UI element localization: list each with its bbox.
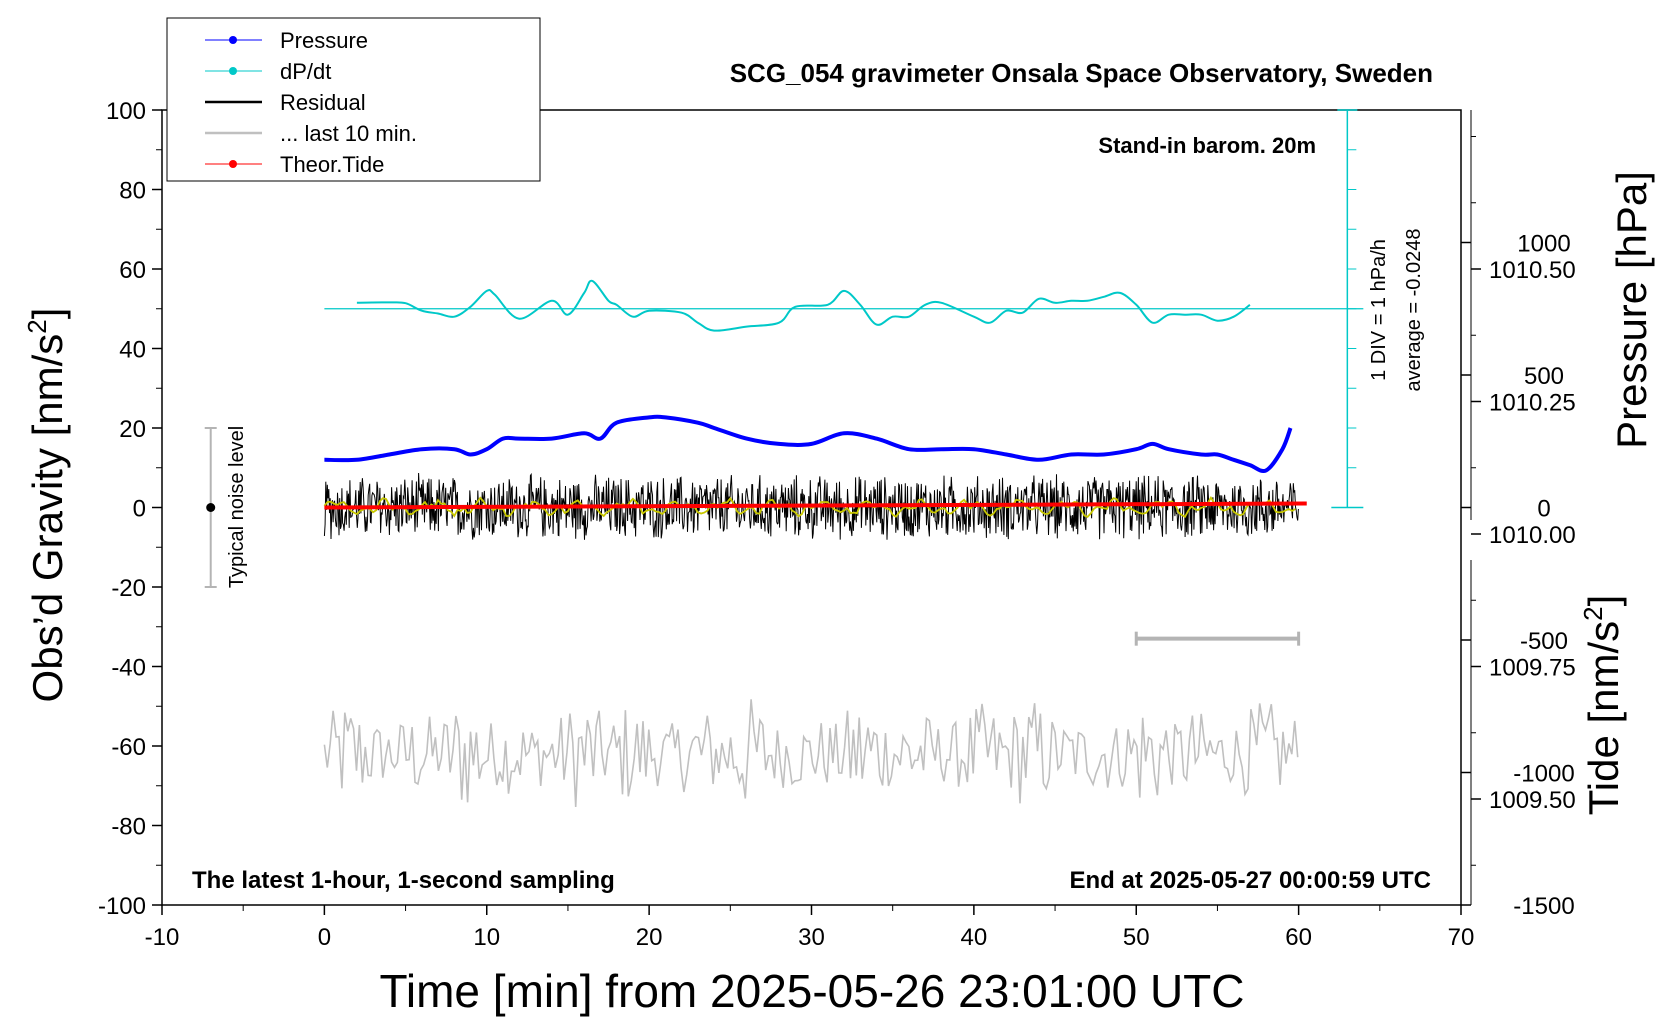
legend-label: Pressure [280, 28, 368, 53]
x-tick-label: 30 [798, 924, 825, 951]
y-tick-label: 0 [133, 496, 146, 523]
legend-marker [229, 160, 237, 168]
y-tick-label: -80 [111, 814, 146, 841]
y-tick-label: -60 [111, 734, 146, 761]
y-axis-label-tide-sup: 2 [1578, 606, 1608, 620]
legend-label: ... last 10 min. [280, 121, 417, 146]
x-tick-label: 70 [1448, 924, 1475, 951]
x-tick-label: 60 [1285, 924, 1312, 951]
tide-tick-label: 1000 [1517, 231, 1570, 258]
x-tick-label: 10 [473, 924, 500, 951]
legend-label: Theor.Tide [280, 152, 384, 177]
y-tick-label: -20 [111, 575, 146, 602]
y-axis-label-left-end: ] [24, 308, 71, 320]
legend-label: Residual [280, 90, 366, 115]
tide-line [324, 501, 1307, 510]
x-tick-label: -10 [145, 924, 180, 951]
last10-line [323, 699, 1299, 808]
tide-tick-label: 500 [1524, 363, 1564, 390]
y-tick-label: -100 [98, 893, 146, 920]
x-axis-label: Time [min] from 2025-05-26 23:01:00 UTC [380, 965, 1245, 1017]
annotation-average: average = -0.0248 [1403, 229, 1425, 392]
tide-tick-label: -1500 [1513, 893, 1574, 920]
pressure-line [324, 414, 1293, 473]
annotation-end-time: End at 2025-05-27 00:00:59 UTC [1070, 867, 1432, 894]
y-axis-label-pressure: Pressure [hPa] [1608, 171, 1655, 449]
y-axis-label-left-sup: 2 [22, 319, 52, 333]
annotation-div-scale: 1 DIV = 1 hPa/h [1368, 239, 1390, 381]
noise-bar-dot [206, 503, 216, 512]
x-tick-label: 20 [636, 924, 663, 951]
legend-marker [229, 36, 237, 44]
chart-title: SCG_054 gravimeter Onsala Space Observat… [730, 58, 1433, 88]
legend-label: dP/dt [280, 59, 331, 84]
axes-layer: -10 0 10 20 30 40 50 60 70-100-80-60-40-20020406… [98, 98, 1576, 951]
x-tick-label: 0 [318, 924, 331, 951]
legend-marker [229, 67, 237, 75]
y-tick-label: 20 [119, 416, 146, 443]
pressure-tick-label: 1010.25 [1489, 390, 1576, 417]
pressure-tick-label: 1009.50 [1489, 787, 1576, 814]
y-axis-label-tide-end: ] [1580, 595, 1627, 607]
tide-tick-label: 0 [1537, 496, 1550, 523]
y-axis-label-left-main: Obs’d Gravity [nm/s [24, 334, 71, 703]
pressure-tick-label: 1010.50 [1489, 257, 1576, 284]
y-tick-label: 80 [119, 178, 146, 205]
y-tick-label: 60 [119, 257, 146, 284]
x-tick-label: 50 [1123, 924, 1150, 951]
y-axis-label-left: Obs’d Gravity [nm/s2] [22, 308, 71, 703]
legend-entries: Pressure dP/dt Residual ... last 10 min. The… [205, 28, 417, 177]
y-axis-label-tide: Tide [nm/s2] [1578, 595, 1627, 816]
pressure-tick-label: 1009.75 [1489, 655, 1576, 682]
legend: Pressure dP/dt Residual ... last 10 min. The… [166, 17, 541, 182]
annotation-latest: The latest 1-hour, 1-second sampling [192, 867, 615, 894]
pressure-tick-label: 1010.00 [1489, 522, 1576, 549]
y-tick-label: -40 [111, 655, 146, 682]
series-layer [204, 279, 1307, 808]
dpdt-line [356, 279, 1251, 332]
x-tick-label: 40 [961, 924, 988, 951]
tide-tick-label: -500 [1520, 628, 1568, 655]
tide-tick-label: -1000 [1513, 761, 1574, 788]
y-tick-label: 40 [119, 337, 146, 364]
y-axis-label-tide-main: Tide [nm/s [1580, 621, 1627, 816]
legend-box [166, 17, 541, 182]
annotation-barometer: Stand-in barom. 20m [1098, 133, 1316, 158]
y-tick-label: 100 [106, 98, 146, 125]
annotation-noise: Typical noise level [226, 426, 248, 588]
